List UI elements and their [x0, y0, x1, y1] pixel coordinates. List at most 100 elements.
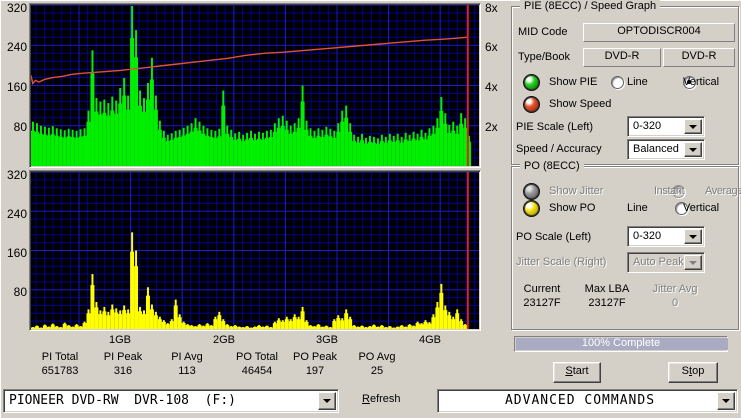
show-po-led-button[interactable] [523, 200, 540, 217]
pie-speed-graph [29, 3, 481, 168]
type-book-label: Type/Book [518, 51, 570, 63]
mid-code-label: MID Code [518, 26, 568, 38]
pie-line-label: Line [627, 76, 648, 88]
po-vertical-label: Vertical [683, 202, 720, 214]
start-button-accel: S [565, 365, 573, 377]
speed-accuracy-value: Balanced [633, 143, 679, 155]
chevron-down-icon[interactable] [684, 229, 702, 244]
po-scale-value: 0-320 [633, 230, 662, 242]
stat-label: PO Total [236, 351, 278, 363]
chevron-down-icon[interactable] [717, 392, 735, 410]
speed-accuracy-label: Speed / Accuracy [516, 143, 602, 155]
stat-label: PI Avg [171, 351, 203, 363]
pie-vertical-radio[interactable] [683, 76, 697, 89]
start-button[interactable]: Start [553, 362, 601, 383]
show-jitter-label: Show Jitter [549, 185, 604, 197]
pie-y-axis-label: 80 [13, 120, 27, 134]
current-value: 23127F [523, 297, 561, 309]
max-lba-value: 23127F [588, 297, 626, 309]
x-axis-label: 2GB [212, 334, 235, 346]
pie-scale-value: 0-320 [633, 120, 662, 132]
stat-value: 25 [370, 365, 384, 377]
max-lba-label: Max LBA [584, 283, 630, 295]
jitter-average-label: Average [705, 185, 741, 197]
type-field: DVD-R [583, 48, 661, 67]
pie-group-title: PIE (8ECC) / Speed Graph [520, 0, 661, 13]
chevron-down-icon[interactable] [684, 119, 702, 134]
stop-button-label: S [681, 365, 690, 377]
stop-button-rest: op [692, 365, 705, 377]
speed-axis-label: 2x [485, 120, 498, 134]
stat-value: 651783 [41, 365, 79, 377]
refresh-button[interactable]: Refresh [362, 393, 401, 406]
current-label: Current [523, 283, 561, 295]
pie-y-axis-label: 320 [6, 1, 27, 15]
advanced-commands-select[interactable]: ADVANCED COMMANDS [437, 389, 738, 413]
x-axis-label: 4GB [418, 334, 441, 346]
po-y-axis-label: 160 [6, 246, 27, 260]
jitter-scale-label: Jitter Scale (Right) [516, 256, 607, 268]
jitter-avg-value: 0 [671, 297, 679, 309]
mid-code-field: OPTODISCR004 [583, 23, 735, 42]
stat-value: 113 [178, 365, 196, 377]
po-y-axis-label: 80 [13, 285, 27, 299]
po-group: PO (8ECC) [511, 160, 739, 330]
po-plot [31, 172, 479, 329]
stat-value: 46454 [241, 365, 273, 377]
show-jitter-led-button [523, 183, 540, 200]
progress-bar: 100% Complete [514, 336, 728, 352]
jitter-avg-label: Jitter Avg [652, 283, 698, 295]
stat-label: PI Peak [103, 351, 143, 363]
advanced-commands-value: ADVANCED COMMANDS [504, 394, 656, 407]
po-scale-label: PO Scale (Left) [516, 231, 592, 243]
x-axis-label: 3GB [315, 334, 338, 346]
po-y-axis-label: 320 [6, 168, 27, 182]
jitter-instant-radio [672, 185, 686, 198]
chevron-down-icon[interactable] [318, 392, 336, 410]
po-scale-select[interactable]: 0-320 [627, 226, 705, 247]
po-y-axis-label: 240 [6, 207, 27, 221]
progress-fill [516, 338, 728, 350]
jitter-scale-value: Auto Peak [633, 256, 684, 268]
chevron-down-icon[interactable] [684, 142, 702, 157]
progress-text: 100% Complete [581, 337, 661, 349]
start-button-rest: tart [572, 365, 589, 377]
refresh-accel: R [362, 393, 370, 405]
pie-speed-group: PIE (8ECC) / Speed Graph [511, 0, 739, 165]
speed-accuracy-select[interactable]: Balanced [627, 139, 705, 160]
stat-value: 316 [113, 365, 133, 377]
pie-scale-label: PIE Scale (Left) [516, 121, 594, 133]
speed-axis-label: 6x [485, 40, 498, 54]
chevron-down-icon [684, 255, 702, 270]
show-speed-label: Show Speed [549, 98, 612, 110]
drive-select[interactable]: PIONEER DVD-RW DVR-108 (F:) [3, 389, 339, 413]
show-po-label: Show PO [549, 202, 596, 214]
po-group-title: PO (8ECC) [520, 160, 584, 173]
pie-vertical-label: Vertical [683, 76, 720, 88]
pie-scale-select[interactable]: 0-320 [627, 116, 705, 137]
stat-value: 197 [305, 365, 325, 377]
jitter-scale-select: Auto Peak [627, 252, 705, 273]
po-line-radio[interactable] [675, 202, 689, 215]
stat-label: PO Peak [292, 351, 338, 363]
pie-y-axis-label: 240 [6, 40, 27, 54]
drive-select-value: PIONEER DVD-RW DVR-108 (F:) [9, 394, 236, 407]
pie-speed-plot [31, 5, 479, 166]
jitter-instant-label: Instant [654, 185, 685, 197]
stop-button[interactable]: Stop [668, 362, 718, 383]
po-graph [29, 170, 481, 331]
stat-label: PO Avg [358, 351, 396, 363]
show-speed-led-button[interactable] [523, 96, 540, 113]
show-pie-label: Show PIE [549, 76, 598, 88]
speed-axis-label: 4x [485, 80, 498, 94]
refresh-rest: efresh [369, 393, 401, 405]
show-pie-led-button[interactable] [523, 74, 540, 91]
pie-line-radio[interactable] [611, 76, 624, 89]
stop-button-accel: t [689, 365, 693, 377]
x-axis-label: 1GB [108, 334, 131, 346]
pie-y-axis-label: 160 [6, 80, 27, 94]
book-field: DVD-R [663, 48, 735, 67]
po-line-label: Line [627, 202, 648, 214]
stat-label: PI Total [41, 351, 79, 363]
